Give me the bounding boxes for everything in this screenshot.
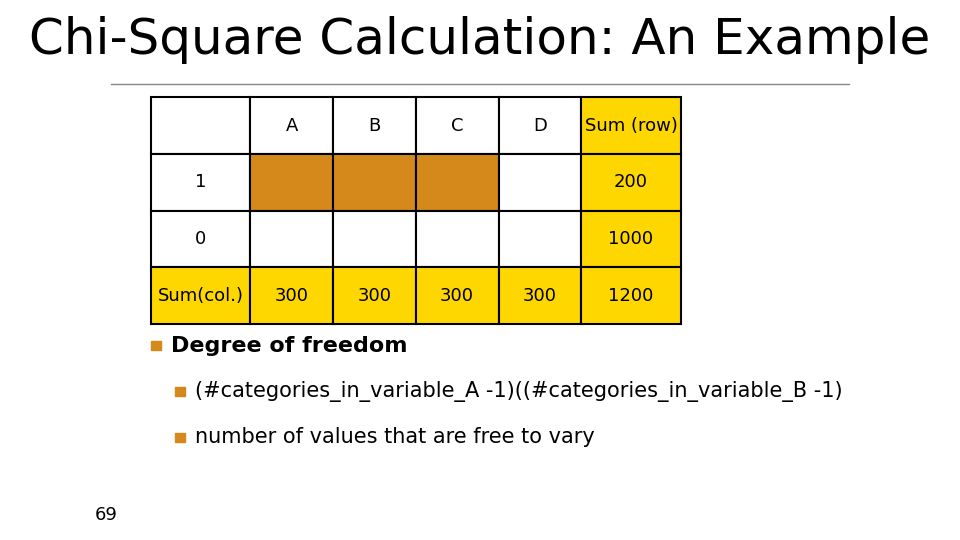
Bar <box>333 97 416 154</box>
Text: 300: 300 <box>441 287 474 305</box>
Bar <box>416 97 498 154</box>
Bar <box>175 433 184 442</box>
Text: 300: 300 <box>523 287 557 305</box>
Text: 69: 69 <box>95 506 117 524</box>
Bar <box>333 211 416 267</box>
Text: 1000: 1000 <box>609 230 654 248</box>
Bar <box>498 154 582 211</box>
Text: 1: 1 <box>195 173 206 191</box>
Bar <box>151 97 251 154</box>
Text: A: A <box>285 117 298 134</box>
Bar <box>251 267 333 324</box>
Bar <box>416 211 498 267</box>
Bar <box>333 267 416 324</box>
Bar <box>251 97 333 154</box>
Bar <box>416 267 498 324</box>
Text: B: B <box>369 117 380 134</box>
Text: 300: 300 <box>357 287 392 305</box>
Bar <box>151 211 251 267</box>
Bar <box>582 154 681 211</box>
Bar <box>175 387 184 396</box>
Bar <box>582 267 681 324</box>
Bar <box>151 154 251 211</box>
Bar <box>498 267 582 324</box>
Text: 0: 0 <box>195 230 206 248</box>
Text: (#categories_in_variable_A -1)((#categories_in_variable_B -1): (#categories_in_variable_A -1)((#categor… <box>195 381 843 402</box>
Bar <box>251 154 333 211</box>
Text: Sum (row): Sum (row) <box>585 117 678 134</box>
Text: Sum(col.): Sum(col.) <box>157 287 244 305</box>
Bar <box>151 267 251 324</box>
Bar <box>151 341 160 350</box>
Bar <box>582 97 681 154</box>
Text: Chi-Square Calculation: An Example: Chi-Square Calculation: An Example <box>30 16 930 64</box>
Bar <box>498 211 582 267</box>
Bar <box>498 97 582 154</box>
Text: C: C <box>451 117 464 134</box>
Text: 300: 300 <box>275 287 308 305</box>
Text: Degree of freedom: Degree of freedom <box>171 335 407 356</box>
Text: 1200: 1200 <box>609 287 654 305</box>
Text: number of values that are free to vary: number of values that are free to vary <box>195 427 595 448</box>
Bar <box>582 211 681 267</box>
Bar <box>251 211 333 267</box>
Text: D: D <box>533 117 547 134</box>
Text: 200: 200 <box>614 173 648 191</box>
Bar <box>333 154 416 211</box>
Bar <box>416 154 498 211</box>
